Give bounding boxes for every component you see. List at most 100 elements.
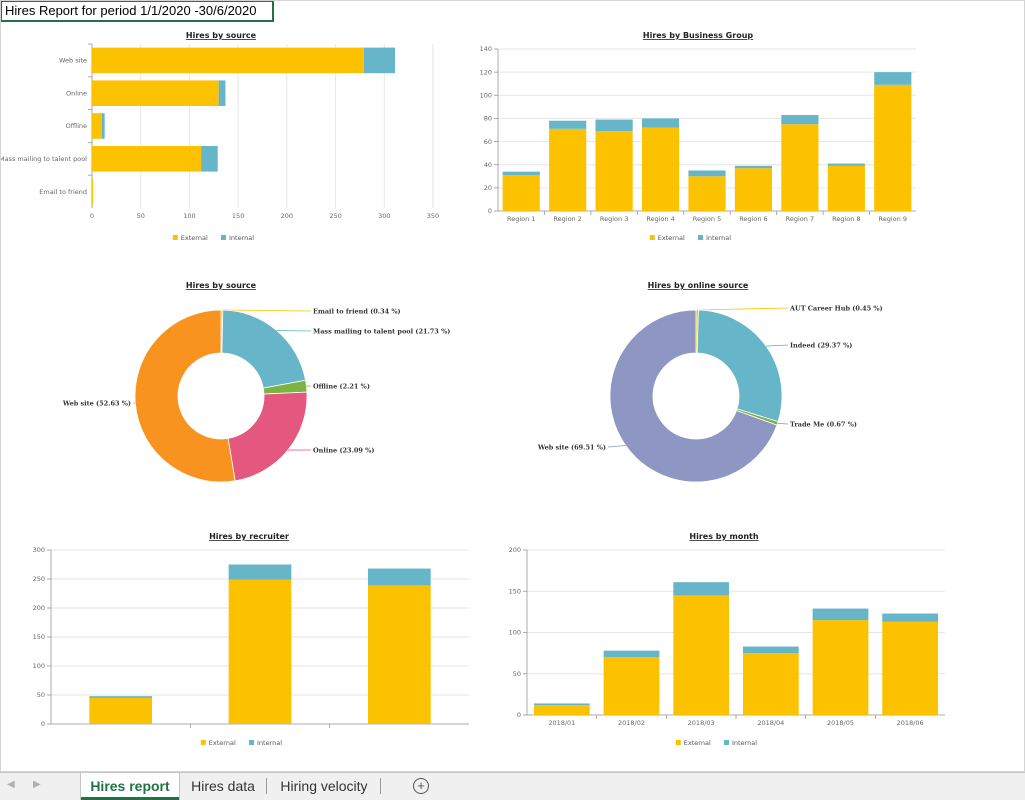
- x-tick-label: 2018/02: [618, 719, 645, 727]
- bar-internal-region-7: [781, 114, 819, 125]
- slice-label-web-site: Web site (69.51 %): [537, 443, 606, 451]
- chart-hires-by-online-source-pie: Hires by online source AUT Career Hub (0.…: [470, 278, 940, 493]
- slice-label-web-site: Web site (52.63 %): [62, 399, 131, 407]
- leader-line-email-to-friend: [221, 309, 312, 312]
- bar-internal-2018-03: [673, 582, 730, 596]
- legend-swatch-external: [172, 235, 178, 240]
- bar-external-2018-01: [533, 705, 590, 715]
- x-tick-label: Region 2: [553, 215, 581, 223]
- legend-swatch-external: [675, 740, 681, 745]
- chart-hires-by-month: Hires by month 0 50 100 150 200 2018/01 2018/02…: [470, 528, 960, 753]
- legend-label-external: External: [684, 739, 711, 747]
- bar-internal-2: [228, 564, 292, 580]
- bar-external-2: [228, 579, 292, 724]
- plus-circle-icon[interactable]: +: [413, 778, 429, 794]
- bar-external-2018-04: [742, 653, 799, 715]
- chart-hires-by-business-group: Hires by Business Group 0 20 40 60 80 100 120 14…: [470, 28, 940, 248]
- x-tick-label: 0: [90, 212, 94, 220]
- bar-external-region-8: [827, 165, 865, 211]
- y-tick-label: 200: [509, 546, 521, 554]
- chart-svg: Hires by recruiter 0 50 100 150 200 250 300 Exte…: [33, 532, 469, 747]
- bar-internal-2018-01: [533, 703, 590, 706]
- bar-internal-1: [89, 696, 153, 698]
- tab-hires-report[interactable]: Hires report: [81, 773, 179, 800]
- leader-line-indeed: [765, 344, 789, 347]
- chart-legend: External Internal: [649, 234, 731, 242]
- y-tick-label: 50: [513, 670, 521, 678]
- x-tick-label: Region 7: [786, 215, 814, 223]
- bar-external-2018-05: [812, 620, 869, 715]
- legend-label-external: External: [658, 234, 685, 242]
- caret-left-icon[interactable]: ◀: [7, 779, 15, 790]
- y-tick-label: 120: [480, 68, 492, 76]
- x-tick-label: 2018/01: [548, 719, 575, 727]
- chart-hires-by-source-bar: Hires by source 0 50 100 150 200 250 300 350 Web …: [0, 28, 470, 248]
- sheet-tab-bar: ◀ ▶ Hires report Hires data Hiring veloc…: [0, 772, 1025, 800]
- bar-internal-region-6: [734, 165, 773, 169]
- bar-external-2018-02: [603, 657, 660, 715]
- y-tick-label: 80: [484, 115, 492, 123]
- bar-internal-3: [367, 568, 431, 586]
- chart-svg: Hires by source 0 50 100 150 200 250 300 350 Web …: [0, 31, 439, 242]
- y-tick-label: 60: [484, 138, 492, 146]
- chart-title: Hires by Business Group: [643, 31, 754, 40]
- report-title-cell[interactable]: Hires Report for period 1/1/2020 -30/6/2…: [0, 0, 274, 22]
- bar-internal-region-3: [595, 119, 633, 132]
- tab-hires-data[interactable]: Hires data: [191, 778, 255, 794]
- bar-internal-offline: [101, 113, 105, 139]
- x-tick-label: 200: [281, 212, 293, 220]
- bar-external-email-to-friend: [92, 178, 93, 205]
- legend-swatch-internal: [698, 235, 703, 240]
- y-tick-label: 100: [33, 662, 45, 670]
- tab-separator: [266, 778, 267, 794]
- bar-internal-2018-06: [882, 613, 939, 622]
- chart-title: Hires by recruiter: [209, 532, 289, 541]
- legend-label-internal: Internal: [732, 739, 757, 747]
- bar-internal-mass-mailing-to-talent-pool: [201, 146, 218, 172]
- x-tick-label: 2018/05: [827, 719, 854, 727]
- y-tick-label: 140: [480, 45, 492, 53]
- x-tick-label: 50: [137, 212, 145, 220]
- bar-external-2018-03: [673, 595, 730, 715]
- tab-hiring-velocity[interactable]: Hiring velocity: [280, 778, 368, 794]
- slice-web-site: [134, 309, 236, 483]
- chart-title: Hires by month: [689, 532, 758, 541]
- bar-external-region-5: [688, 176, 726, 211]
- bar-internal-2018-04: [742, 646, 799, 654]
- x-tick-label: Region 1: [507, 215, 535, 223]
- legend-label-external: External: [209, 739, 236, 747]
- bar-external-region-4: [641, 127, 680, 211]
- leader-line-trade-me: [777, 422, 789, 425]
- legend-label-internal: Internal: [229, 234, 254, 242]
- y-tick-label: 50: [37, 691, 45, 699]
- legend-label-internal: Internal: [706, 234, 731, 242]
- bar-internal-region-2: [549, 120, 587, 129]
- bar-external-offline: [92, 113, 102, 139]
- chart-svg: Hires by online source AUT Career Hub (0.…: [537, 281, 883, 483]
- chart-svg: Hires by Business Group 0 20 40 60 80 100 120 14…: [480, 31, 916, 242]
- bar-external-region-9: [874, 84, 912, 211]
- bar-internal-online: [218, 80, 226, 106]
- slice-label-online: Online (23.09 %): [313, 446, 374, 454]
- slice-label-aut-career-hub: AUT Career Hub (0.45 %): [789, 304, 883, 312]
- bar-external-2018-06: [882, 621, 939, 715]
- tab-separator: [380, 778, 381, 794]
- x-tick-label: 2018/06: [897, 719, 924, 727]
- slice-indeed: [696, 309, 783, 423]
- y-tick-label: 0: [488, 207, 492, 215]
- bar-external-mass-mailing-to-talent-pool: [92, 146, 202, 172]
- legend-swatch-external: [200, 740, 206, 745]
- x-tick-label: Region 8: [832, 215, 860, 223]
- leader-line-web-site: [607, 445, 626, 448]
- legend-swatch-internal: [724, 740, 729, 745]
- worksheet: Hires Report for period 1/1/2020 -30/6/2…: [0, 0, 1025, 772]
- bar-external-3: [367, 585, 431, 724]
- chart-title: Hires by source: [186, 281, 257, 290]
- caret-right-icon[interactable]: ▶: [33, 779, 41, 790]
- slice-label-trade-me: Trade Me (0.67 %): [790, 420, 857, 428]
- x-tick-label: 2018/04: [757, 719, 784, 727]
- chart-svg: Hires by source Email to friend (0.34 %) M…: [62, 281, 450, 483]
- y-tick-label: 200: [33, 604, 45, 612]
- bar-external-online: [92, 80, 219, 106]
- bar-internal-region-5: [688, 170, 726, 177]
